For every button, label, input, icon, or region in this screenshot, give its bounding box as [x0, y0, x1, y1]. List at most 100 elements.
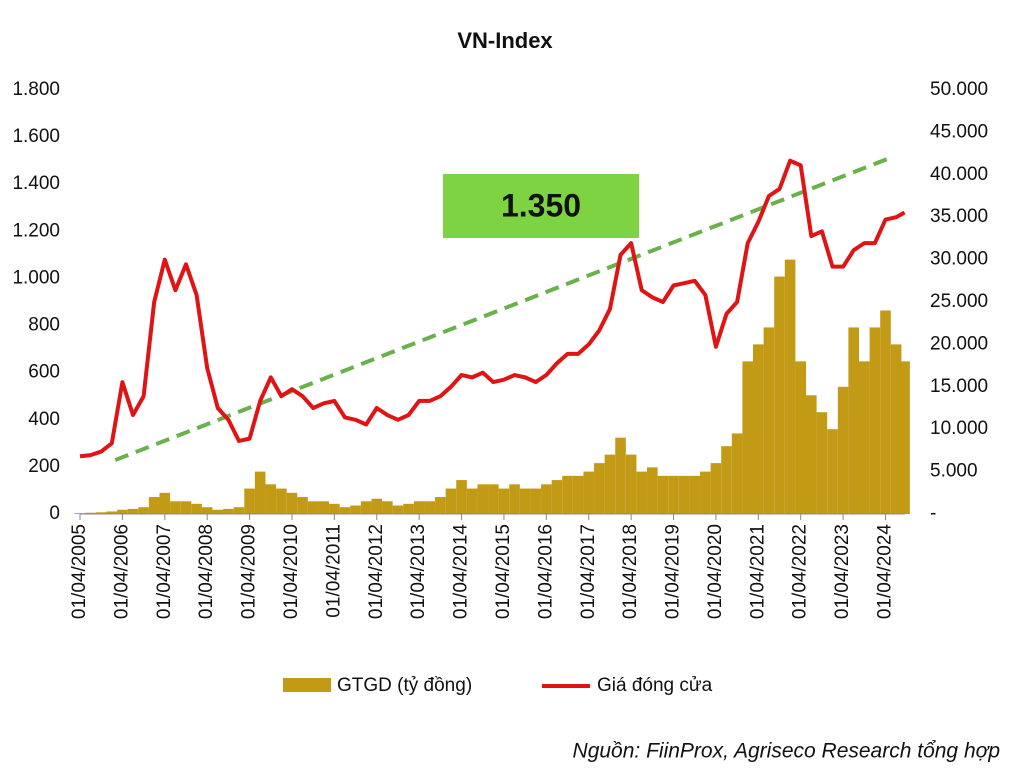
volume-bar [276, 488, 287, 514]
y2-tick-label: 35.000 [930, 206, 988, 227]
x-tick-label: 01/04/2007 [154, 524, 175, 619]
volume-bar [127, 508, 139, 514]
volume-bar [318, 501, 330, 514]
volume-bar [350, 505, 361, 514]
volume-bar [827, 429, 838, 514]
volume-bar [859, 361, 870, 514]
volume-bar [604, 454, 616, 514]
y2-tick-label: 25.000 [930, 291, 988, 312]
y-tick-label: 200 [28, 456, 60, 477]
y-tick-label: 800 [28, 315, 60, 336]
volume-bar [180, 501, 192, 514]
volume-bar [466, 488, 478, 514]
y2-tick-label: 20.000 [930, 333, 988, 354]
x-tick-label: 01/04/2020 [705, 524, 726, 619]
volume-bar [265, 484, 277, 514]
y-tick-label: 400 [28, 409, 60, 430]
volume-bar [117, 509, 128, 514]
y2-tick-label: 50.000 [930, 79, 988, 100]
volume-bar [445, 488, 457, 514]
annotation: 1.350 [501, 187, 581, 223]
x-tick-label: 01/04/2013 [408, 524, 429, 619]
volume-bar [784, 259, 796, 514]
x-tick-label: 01/04/2024 [875, 524, 896, 620]
y2-tick-label: 10.000 [930, 418, 988, 439]
volume-bar [159, 492, 171, 514]
volume-bar [371, 498, 383, 514]
x-tick-label: 01/04/2009 [239, 524, 260, 619]
x-tick-label: 01/04/2021 [747, 524, 768, 619]
volume-bar [403, 503, 414, 514]
volume-bar [647, 467, 658, 514]
volume-bar [869, 327, 881, 514]
x-tick-label: 01/04/2011 [323, 524, 344, 618]
volume-bar [742, 361, 754, 514]
volume-bar [488, 484, 499, 514]
x-tick-label: 01/04/2023 [832, 524, 853, 619]
x-tick-label: 01/04/2010 [281, 524, 302, 619]
volume-bar [806, 395, 817, 514]
x-tick-label: 01/04/2008 [196, 524, 217, 619]
volume-bar [286, 492, 298, 514]
y-tick-label: 1.800 [12, 79, 60, 100]
volume-bar [106, 511, 118, 514]
volume-bar [509, 484, 520, 514]
y2-tick-label: 15.000 [930, 376, 988, 397]
x-tick-label: 01/04/2016 [535, 524, 556, 619]
volume-bar [307, 501, 319, 514]
volume-bar [721, 446, 732, 514]
y2-tick-label: 5.000 [930, 461, 978, 482]
y-tick-label: 0 [49, 503, 60, 524]
y-tick-label: 1.200 [12, 220, 60, 241]
volume-bar [583, 471, 595, 514]
volume-bar [689, 475, 701, 514]
x-tick-label: 01/04/2005 [69, 524, 90, 619]
volume-bar [668, 475, 679, 514]
x-tick-label: 01/04/2022 [790, 524, 811, 619]
volume-bar [541, 484, 552, 514]
volume-bar [382, 501, 393, 514]
volume-bar [297, 497, 308, 514]
volume-bar [360, 501, 372, 514]
legend-label: Giá đóng cửa [597, 675, 713, 696]
x-tick-label: 01/04/2014 [451, 524, 472, 620]
volume-bar [890, 344, 902, 514]
volume-bar [615, 437, 626, 514]
volume-bar [562, 475, 573, 514]
volume-bar [392, 505, 404, 514]
volume-bar [477, 484, 489, 514]
volume-bar [774, 276, 785, 514]
volume-bar [551, 480, 563, 514]
volume-bar [201, 507, 213, 514]
volume-bar [657, 475, 669, 514]
volume-bar [85, 512, 96, 514]
x-tick-label: 01/04/2018 [620, 524, 641, 619]
y2-tick-label: 40.000 [930, 164, 988, 185]
volume-bar [678, 475, 690, 514]
volume-bar [191, 503, 202, 514]
volume-bar [636, 471, 648, 514]
y2-tick-label: - [930, 503, 936, 524]
x-tick-label: 01/04/2015 [493, 524, 514, 619]
volume-bar [424, 501, 436, 514]
volume-bar [456, 480, 467, 514]
y2-tick-label: 45.000 [930, 121, 988, 142]
volume-bar [625, 454, 637, 514]
y2-tick-label: 30.000 [930, 249, 988, 270]
y-tick-label: 1.000 [12, 267, 60, 288]
volume-bar [530, 488, 542, 514]
legend-label: GTGD (tỷ đồng) [337, 675, 472, 696]
volume-bar [498, 488, 510, 514]
volume-bar [763, 327, 775, 514]
x-tick-label: 01/04/2019 [663, 524, 684, 619]
volume-bar [212, 509, 224, 514]
y-tick-label: 600 [28, 362, 60, 383]
y-tick-label: 1.400 [12, 173, 60, 194]
volume-bar [329, 503, 340, 514]
price-line [79, 158, 906, 459]
annotation-box [443, 174, 639, 238]
y-tick-label: 1.600 [12, 126, 60, 147]
volume-bar [244, 488, 255, 514]
x-tick-label: 01/04/2006 [111, 524, 132, 619]
volume-bar [594, 463, 605, 514]
